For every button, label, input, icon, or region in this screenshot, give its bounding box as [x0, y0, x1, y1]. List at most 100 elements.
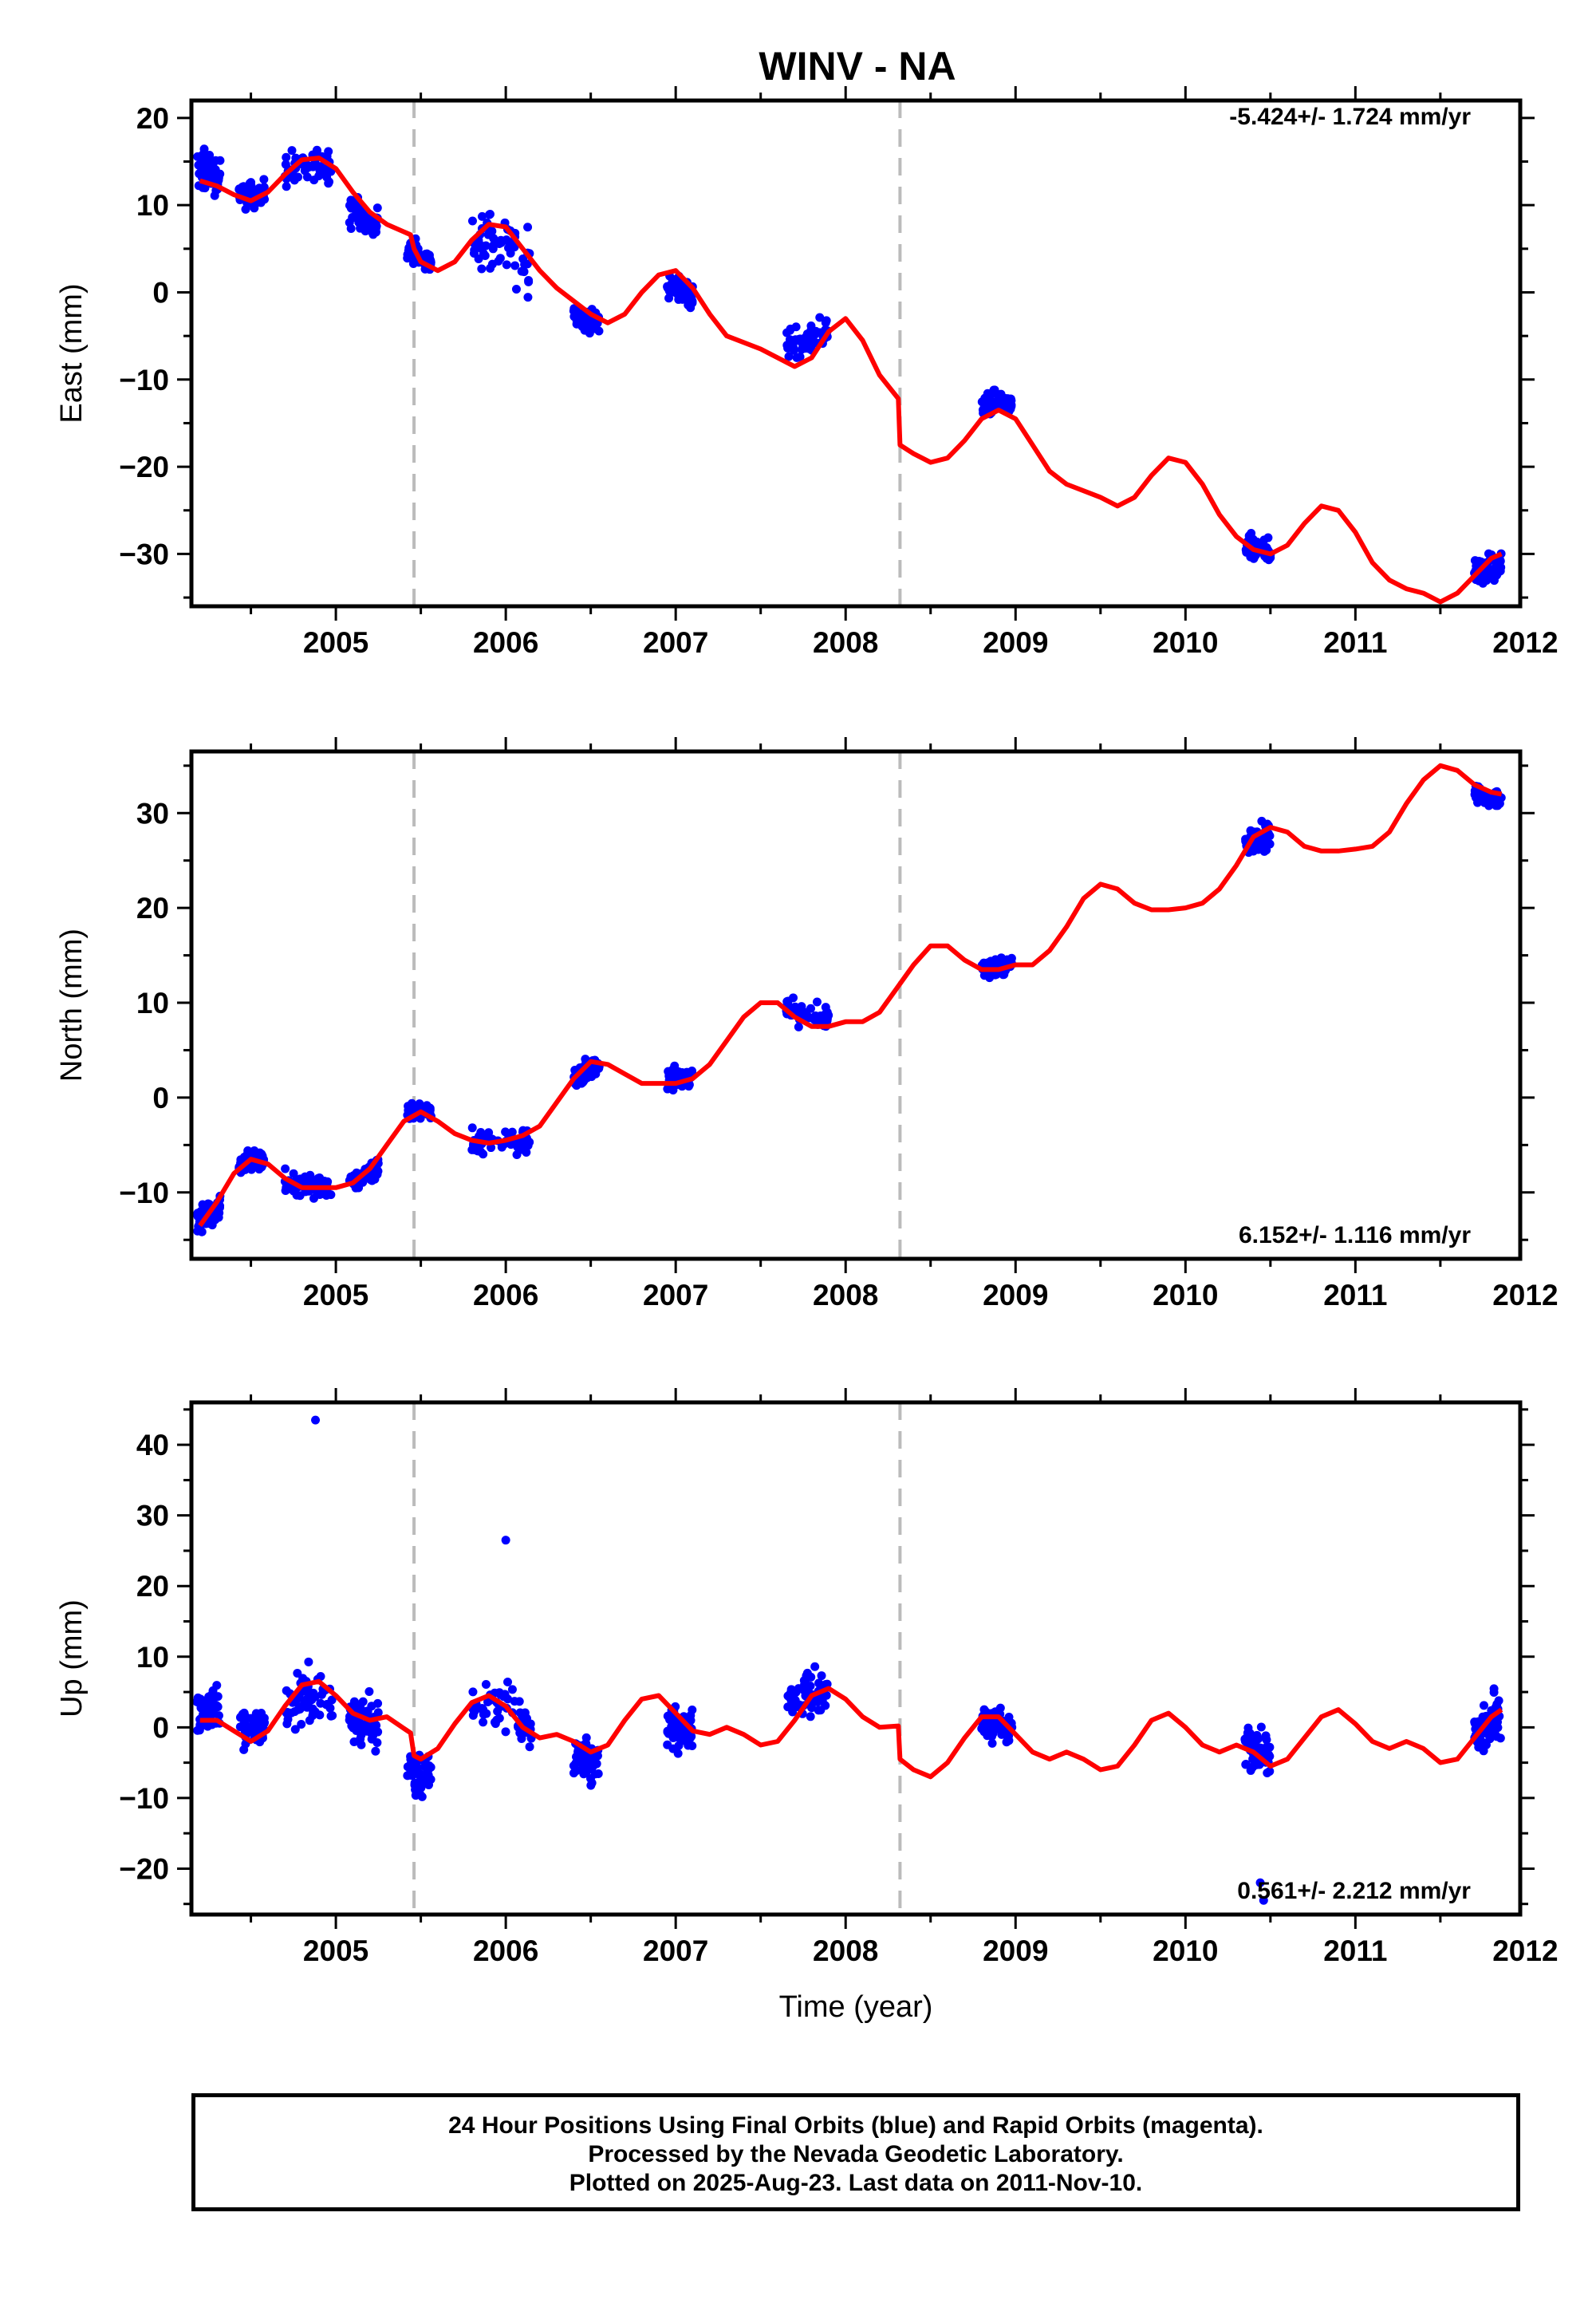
data-point	[347, 1721, 357, 1730]
data-point	[790, 337, 799, 347]
data-point	[307, 1695, 317, 1705]
data-point	[1490, 1728, 1499, 1737]
data-point	[309, 1193, 318, 1203]
footer-box: 24 Hour Positions Using Final Orbits (bl…	[191, 2093, 1520, 2211]
y-tick-label: 10	[136, 1641, 169, 1674]
data-point	[357, 1730, 366, 1740]
data-point	[1495, 558, 1504, 567]
data-point	[814, 1706, 823, 1715]
data-point-outlier	[501, 1536, 510, 1545]
y-tick-label: −10	[119, 1177, 169, 1209]
x-tick-label: 2011	[1323, 626, 1387, 659]
x-tick-label: 2011	[1323, 1934, 1387, 1967]
data-point	[354, 1183, 364, 1193]
data-point	[1263, 1769, 1272, 1778]
model-line	[198, 763, 1503, 1228]
panel-2: 2005 2006 2007 2008 2009 2010 2011 20123020100−…	[55, 737, 1559, 1311]
data-point	[668, 1724, 677, 1733]
data-point	[514, 1697, 524, 1706]
data-point	[665, 1715, 675, 1725]
data-point	[239, 1708, 249, 1718]
data-point	[821, 318, 830, 328]
rate-label: 6.152+/- 1.116 mm/yr	[1239, 1222, 1471, 1248]
data-point	[489, 240, 499, 250]
data-point	[281, 160, 290, 169]
data-point	[688, 1741, 697, 1750]
data-point	[812, 997, 822, 1007]
data-point	[371, 227, 380, 237]
plot-area	[193, 101, 1506, 606]
x-tick-label: 2007	[643, 626, 708, 659]
data-point	[492, 1715, 502, 1725]
data-point	[481, 241, 491, 250]
footer-line-2: Processed by the Nevada Geodetic Laborat…	[588, 2141, 1124, 2167]
data-point	[483, 1131, 492, 1141]
y-axis: 30 20 10 0 −10	[119, 764, 1535, 1241]
data-point	[816, 1013, 826, 1023]
data-point	[203, 1199, 213, 1209]
data-point	[368, 1727, 378, 1737]
data-point	[1476, 790, 1485, 799]
data-point	[792, 353, 802, 362]
data-point-outlier	[311, 1415, 321, 1425]
data-point	[1484, 549, 1493, 558]
data-point	[315, 1710, 325, 1720]
data-point	[680, 286, 690, 295]
data-point	[511, 284, 521, 294]
data-point	[815, 313, 825, 322]
plot-area	[192, 1402, 1505, 1915]
data-point	[295, 1704, 305, 1714]
data-point	[345, 201, 354, 211]
data-point	[788, 1707, 798, 1717]
x-tick-label: 2009	[983, 1279, 1048, 1311]
data-point-outlier	[1255, 1878, 1265, 1887]
data-point	[688, 1705, 697, 1714]
data-point	[587, 1756, 597, 1765]
data-point	[794, 1022, 803, 1031]
data-point	[496, 235, 506, 245]
data-point	[782, 328, 792, 337]
data-point	[517, 266, 526, 276]
data-point	[408, 1771, 417, 1781]
data-point	[403, 254, 412, 263]
plot-frame	[189, 749, 1523, 1261]
data-point	[239, 1745, 249, 1754]
data-point	[518, 254, 528, 264]
data-point	[308, 1704, 317, 1714]
chart-title: WINV - NA	[759, 44, 956, 89]
x-tick-label: 2009	[983, 1934, 1048, 1967]
data-point	[687, 1732, 696, 1741]
data-point	[520, 1710, 530, 1720]
data-point	[981, 399, 991, 408]
data-point	[287, 146, 297, 156]
data-point	[196, 158, 206, 168]
data-point	[349, 1737, 359, 1746]
data-point	[316, 162, 325, 172]
data-point	[212, 1681, 222, 1690]
data-point	[1001, 1730, 1011, 1740]
data-point	[234, 184, 244, 194]
data-point	[501, 1727, 510, 1737]
data-point	[309, 175, 319, 185]
y-tick-label: 0	[152, 1711, 169, 1744]
panel-1: 2005 2006 2007 2008 2009 2010 2011 201220100−10…	[55, 86, 1559, 659]
data-point	[259, 183, 269, 192]
data-point	[799, 1683, 809, 1693]
data-point	[1260, 842, 1270, 851]
rate-label: -5.424+/- 1.724 mm/yr	[1229, 104, 1471, 130]
y-tick-label: 20	[136, 102, 169, 135]
x-axis: 2005 2006 2007 2008 2009 2010 2011 2012	[250, 86, 1559, 659]
y-tick-label: 20	[136, 892, 169, 925]
data-point	[257, 1150, 266, 1159]
data-point	[814, 1678, 824, 1688]
x-tick-label: 2008	[813, 1934, 878, 1967]
y-tick-label: −20	[119, 1852, 169, 1885]
y-axis: 20 10 0 −10 −20 −30	[119, 102, 1535, 599]
y-tick-label: 0	[152, 276, 169, 309]
data-point	[319, 1189, 329, 1198]
data-point	[1243, 1723, 1253, 1733]
data-point	[594, 1063, 604, 1073]
y-axis-label: East (mm)	[55, 283, 89, 423]
y-axis: 40 30 20 10 0 −10 −20	[119, 1408, 1535, 1906]
x-tick-label: 2006	[473, 626, 538, 659]
